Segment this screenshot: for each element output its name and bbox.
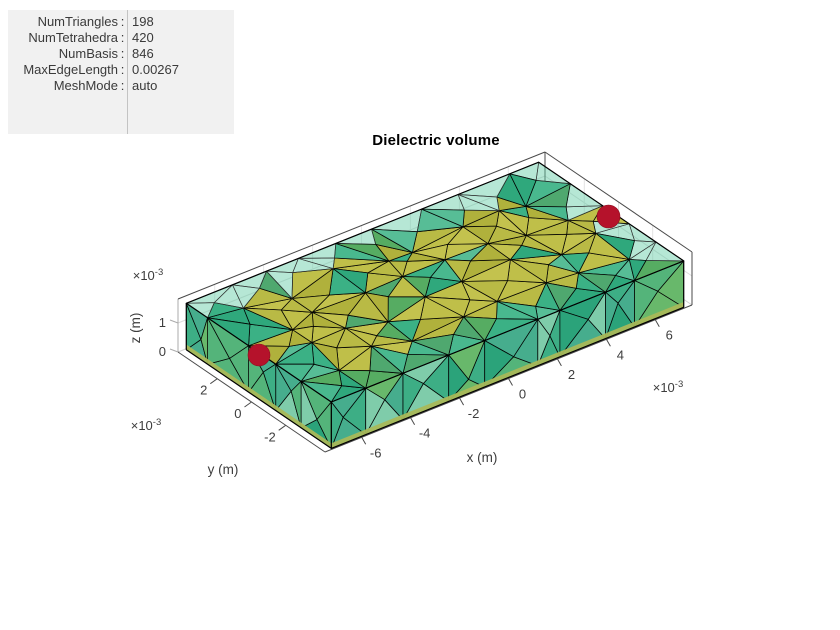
axis-text: -2 bbox=[468, 406, 480, 421]
axis-text: -6 bbox=[370, 445, 382, 460]
info-separator: : bbox=[120, 30, 125, 45]
mesh-info-panel: NumTriangles : 198 NumTetrahedra : 420 N… bbox=[8, 10, 234, 134]
plot-title: Dielectric volume bbox=[372, 132, 500, 149]
feed-markers bbox=[247, 204, 621, 367]
info-separator: : bbox=[120, 62, 125, 77]
axis-text: x (m) bbox=[467, 450, 498, 465]
info-value: 0.00267 bbox=[132, 62, 179, 77]
info-row-maxedgelength: MaxEdgeLength : 0.00267 bbox=[8, 62, 234, 78]
info-value: 198 bbox=[132, 14, 154, 29]
info-rows: NumTriangles : 198 NumTetrahedra : 420 N… bbox=[8, 10, 234, 94]
axis-text: 6 bbox=[666, 328, 673, 343]
axis-text: -2 bbox=[264, 429, 276, 444]
axis-text: 2 bbox=[200, 383, 207, 398]
info-separator: : bbox=[120, 14, 125, 29]
axis-text: y (m) bbox=[208, 462, 239, 477]
mesh-top-face bbox=[185, 161, 685, 403]
axis-text: -4 bbox=[419, 426, 431, 441]
axis-text: 2 bbox=[568, 367, 575, 382]
info-label: MeshMode bbox=[53, 78, 118, 93]
info-label: NumTriangles bbox=[37, 14, 118, 29]
info-value: 846 bbox=[132, 46, 154, 61]
info-value: auto bbox=[132, 78, 158, 93]
info-row-numbasis: NumBasis : 846 bbox=[8, 46, 234, 62]
axis-multiplier: ×10-3 bbox=[131, 417, 162, 433]
info-row-numtriangles: NumTriangles : 198 bbox=[8, 14, 234, 30]
info-row-numtetrahedra: NumTetrahedra : 420 bbox=[8, 30, 234, 46]
axis-ticks-and-labels: -6 -4 -2 0 2 4 6 2 0 -2 0 1 ×10-3 ×10-3 ×10-3 x (m) y (m… bbox=[128, 267, 683, 477]
slab-outline bbox=[185, 161, 685, 449]
info-divider-line bbox=[127, 10, 128, 134]
axis-text: 1 bbox=[159, 315, 166, 330]
info-row-meshmode: MeshMode : auto bbox=[8, 78, 234, 94]
feed-right-marker bbox=[596, 204, 621, 229]
info-separator: : bbox=[120, 78, 125, 93]
axis-text: 0 bbox=[519, 387, 526, 402]
info-label: MaxEdgeLength bbox=[23, 62, 118, 77]
axis-multiplier: ×10-3 bbox=[653, 379, 684, 395]
axis-text: 4 bbox=[617, 347, 624, 362]
info-value: 420 bbox=[132, 30, 154, 45]
axis-text: 0 bbox=[159, 344, 166, 359]
info-separator: : bbox=[120, 46, 125, 61]
axis-text: z (m) bbox=[128, 313, 143, 344]
info-label: NumBasis bbox=[58, 46, 118, 61]
info-label: NumTetrahedra bbox=[28, 30, 118, 45]
mesh-side-faces bbox=[185, 260, 685, 449]
axis-text: 0 bbox=[234, 406, 241, 421]
feed-left-marker bbox=[247, 343, 271, 367]
axis-multiplier: ×10-3 bbox=[133, 267, 164, 283]
